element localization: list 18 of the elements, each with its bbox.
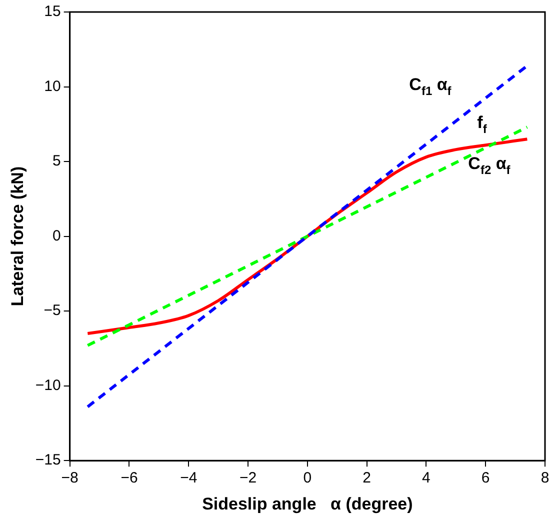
x-tick-label: 6 [481, 470, 490, 487]
x-tick-label: 0 [303, 470, 312, 487]
y-tick-label: 15 [44, 3, 61, 20]
x-tick-label: −8 [61, 470, 78, 487]
x-axis-title: Sideslip angle α (degree) [202, 494, 413, 514]
y-tick-label: 0 [52, 227, 61, 244]
y-tick-label: −10 [35, 376, 61, 394]
x-tick-label: −2 [239, 470, 257, 487]
x-tick-label: 4 [422, 470, 430, 487]
x-tick-label: −4 [180, 470, 198, 487]
y-tick-label: −15 [35, 452, 61, 469]
x-tick-label: 8 [540, 470, 550, 487]
y-axis-title: Lateral force (kN) [8, 166, 27, 306]
x-tick-label: 2 [362, 470, 371, 487]
x-tick-label: −6 [120, 470, 138, 487]
y-tick-label: 5 [52, 152, 61, 170]
y-tick-label: 10 [44, 78, 61, 95]
y-tick-label: −5 [44, 302, 61, 320]
